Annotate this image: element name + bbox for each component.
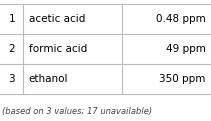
Text: (based on 3 values; 17 unavailable): (based on 3 values; 17 unavailable)	[2, 107, 152, 116]
Text: ethanol: ethanol	[29, 74, 68, 84]
Text: 3: 3	[8, 74, 15, 84]
Text: formic acid: formic acid	[29, 44, 87, 54]
Text: 1: 1	[8, 14, 15, 24]
Text: acetic acid: acetic acid	[29, 14, 85, 24]
Text: 0.48 ppm: 0.48 ppm	[156, 14, 206, 24]
Text: 2: 2	[8, 44, 15, 54]
Text: 49 ppm: 49 ppm	[166, 44, 206, 54]
Text: 350 ppm: 350 ppm	[159, 74, 206, 84]
